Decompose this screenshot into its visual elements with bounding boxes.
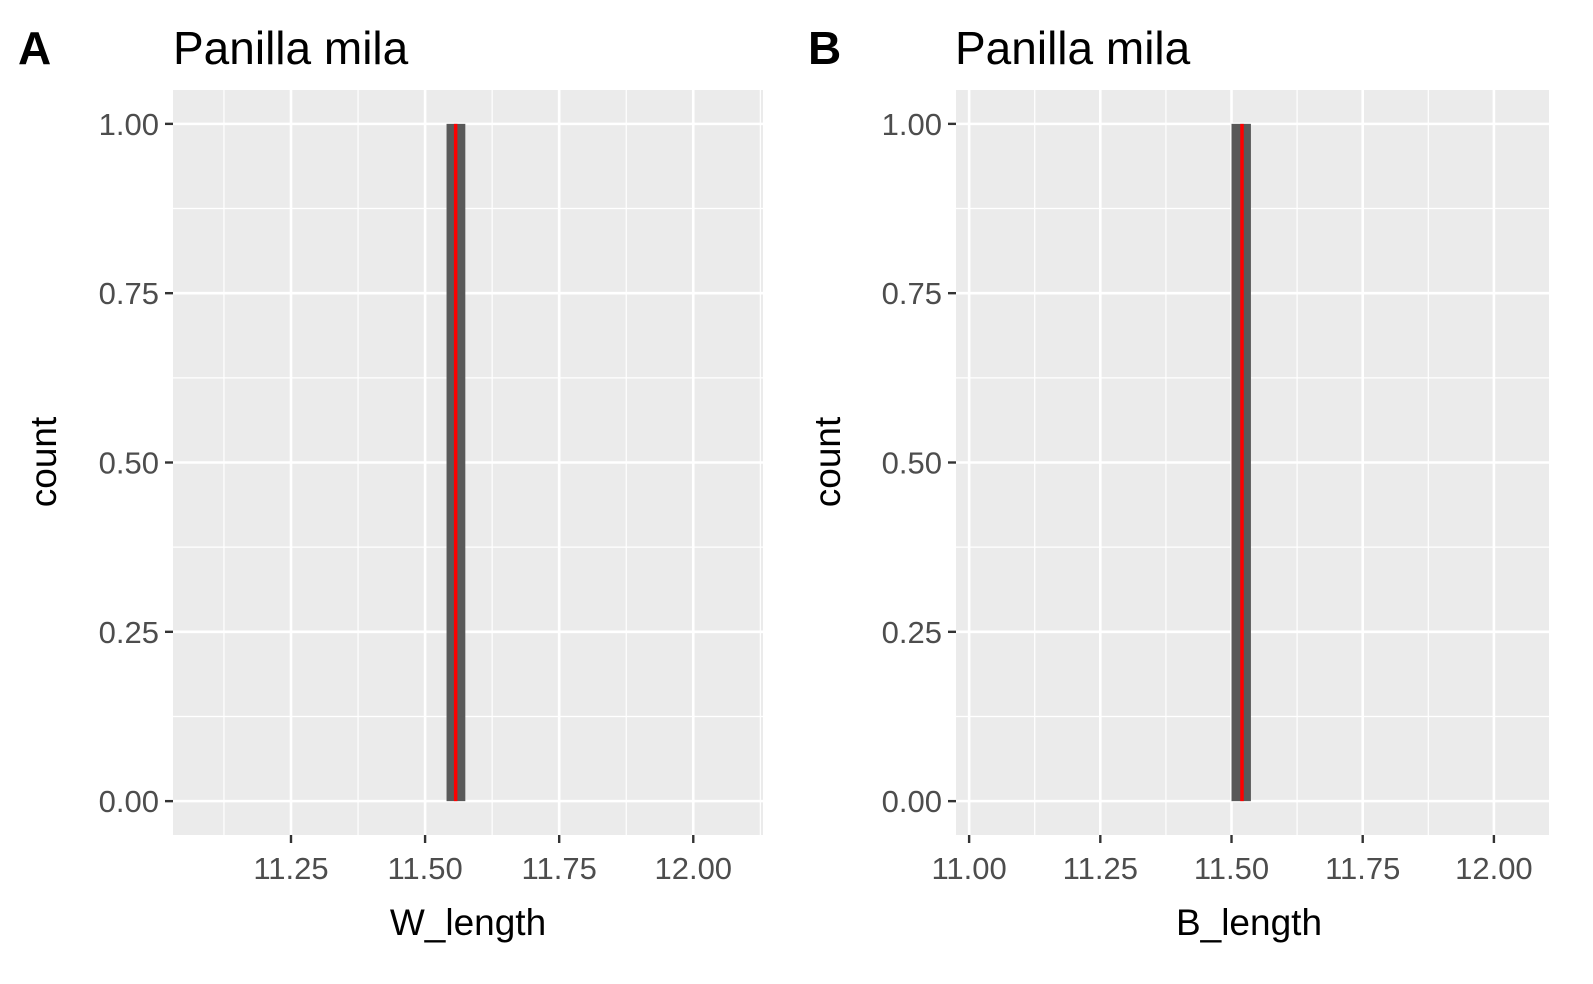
x-tick-label: 11.00 (931, 851, 1006, 886)
y-tick-label: 0.25 (99, 615, 159, 650)
x-axis: 11.00 11.25 11.50 11.75 12.00 (931, 835, 1533, 886)
y-tick-label: 0.00 (99, 784, 159, 819)
y-tick-label: 0.75 (99, 276, 159, 311)
y-axis-title: count (807, 416, 848, 507)
x-axis: 11.25 11.50 11.75 12.00 (253, 835, 732, 886)
x-tick-label: 11.75 (1325, 851, 1400, 886)
panel-tag: A (18, 22, 51, 74)
grid-layer (173, 90, 763, 835)
y-axis: 0.00 0.25 0.50 0.75 1.00 (99, 107, 173, 819)
x-tick-label: 11.50 (1194, 851, 1269, 886)
x-tick-label: 12.00 (1455, 851, 1533, 886)
x-tick-label: 11.50 (387, 851, 462, 886)
y-tick-label: 0.50 (99, 446, 159, 481)
x-tick-label: 11.25 (1063, 851, 1138, 886)
y-tick-label: 0.50 (882, 446, 942, 481)
x-axis-title: W_length (390, 902, 546, 943)
x-tick-label: 11.25 (253, 851, 328, 886)
y-axis: 0.00 0.25 0.50 0.75 1.00 (882, 107, 956, 819)
panel-title: Panilla mila (173, 22, 409, 74)
y-tick-label: 1.00 (99, 107, 159, 142)
panel-a: A Panilla mila 0.00 0.25 0.50 0.75 1.00 11.2… (18, 22, 763, 943)
panel-b: B Panilla mila 0.00 0.25 0.50 0.75 1.00 11.0… (807, 22, 1549, 943)
y-tick-label: 0.00 (882, 784, 942, 819)
panel-tag: B (808, 22, 841, 74)
x-axis-title: B_length (1176, 902, 1322, 943)
y-tick-label: 0.25 (882, 615, 942, 650)
panel-title: Panilla mila (955, 22, 1191, 74)
x-tick-label: 11.75 (522, 851, 597, 886)
y-tick-label: 0.75 (882, 276, 942, 311)
y-tick-label: 1.00 (882, 107, 942, 142)
x-tick-label: 12.00 (654, 851, 732, 886)
y-axis-title: count (23, 416, 64, 507)
